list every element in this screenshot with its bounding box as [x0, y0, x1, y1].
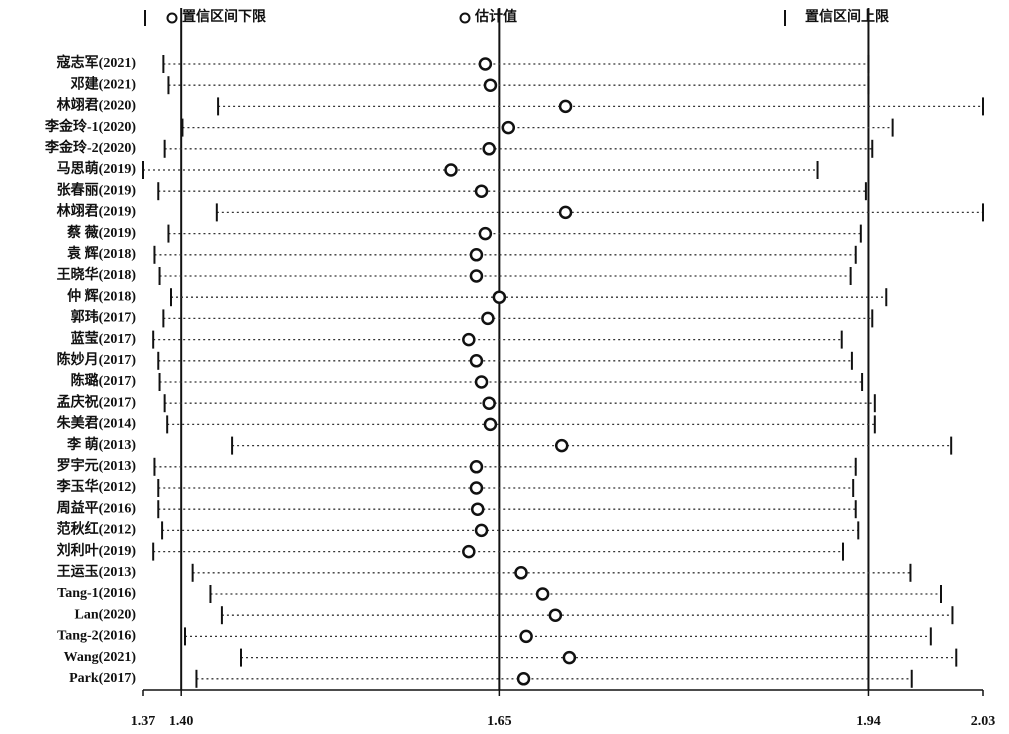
- x-tick-label: 1.40: [169, 714, 194, 729]
- estimate: [469, 269, 484, 283]
- estimate: [516, 672, 531, 686]
- y-tick-label: Wang(2021): [64, 650, 137, 665]
- estimate: [535, 587, 550, 601]
- estimate: [492, 290, 507, 304]
- estimate: [514, 566, 528, 580]
- estimate: [469, 248, 484, 262]
- estimate: [483, 417, 498, 432]
- legend-symbol: [166, 12, 178, 24]
- y-tick-label: 林翊君(2020): [57, 97, 137, 114]
- y-tick-label: 蔡 薇(2019): [66, 224, 136, 241]
- y-tick-label: 李金玲-2(2020): [44, 139, 136, 156]
- estimate: [470, 502, 485, 516]
- y-tick-label: Park(2017): [69, 671, 136, 686]
- estimate: [481, 311, 495, 326]
- estimate: [474, 375, 489, 389]
- y-tick-label: 仲 辉(2018): [67, 287, 136, 304]
- estimate: [478, 226, 493, 241]
- y-tick-label: 李金玲-1(2020): [44, 118, 136, 135]
- y-tick-label: 周益平(2016): [57, 499, 137, 516]
- y-tick-label: 刘利叶(2019): [57, 542, 137, 559]
- estimate: [548, 608, 563, 622]
- legend-symbol: [459, 12, 471, 24]
- y-tick-label: 陈妙月(2017): [57, 351, 137, 368]
- estimate: [483, 78, 498, 92]
- estimate: [469, 481, 484, 495]
- y-tick-label: 王运玉(2013): [57, 564, 137, 580]
- estimate: [474, 523, 489, 538]
- estimate: [444, 163, 458, 177]
- legend-label: 置信区间下限: [182, 8, 266, 25]
- y-tick-label: 张春丽(2019): [57, 181, 137, 198]
- y-tick-label: Tang-1(2016): [57, 586, 136, 601]
- y-tick-label: 蓝莹(2017): [71, 330, 137, 347]
- estimate: [482, 142, 496, 156]
- estimate: [519, 629, 533, 644]
- y-tick-label: Lan(2020): [75, 607, 137, 622]
- y-tick-label: 陈璐(2017): [71, 372, 137, 389]
- estimate: [474, 184, 489, 198]
- x-tick-label: 1.37: [131, 714, 156, 729]
- y-tick-label: 朱美君(2014): [57, 415, 137, 432]
- estimate: [462, 332, 476, 347]
- estimate: [469, 460, 484, 474]
- y-tick-label: 邓建(2021): [70, 75, 137, 92]
- y-tick-label: 罗宇元(2013): [57, 457, 137, 474]
- estimate: [554, 438, 569, 453]
- y-tick-label: 李玉华(2012): [56, 478, 137, 495]
- estimate: [478, 57, 493, 71]
- estimate: [469, 354, 484, 368]
- legend-label: 置信区间上限: [805, 8, 889, 25]
- estimate: [558, 99, 573, 114]
- x-tick-label: 1.65: [487, 714, 512, 729]
- y-tick-label: 孟庆祝(2017): [57, 393, 137, 410]
- y-tick-label: 马思萌(2019): [57, 160, 137, 177]
- estimate: [562, 650, 577, 665]
- y-tick-label: 李 萌(2013): [66, 436, 136, 453]
- y-tick-label: 范秋红(2012): [57, 521, 137, 538]
- y-tick-label: 寇志军(2021): [57, 54, 137, 71]
- x-tick-label: 1.94: [856, 714, 881, 729]
- estimate: [462, 544, 476, 559]
- legend-label: 估计值: [474, 8, 517, 25]
- y-tick-label: 王晓华(2018): [57, 266, 137, 283]
- y-tick-label: 袁 辉(2018): [66, 245, 136, 262]
- estimate: [558, 205, 573, 220]
- x-tick-label: 2.03: [971, 714, 996, 729]
- y-tick-label: 林翊君(2019): [57, 203, 137, 220]
- estimate: [501, 120, 516, 135]
- y-tick-label: 郭玮(2017): [71, 309, 137, 326]
- estimate: [482, 396, 496, 410]
- y-tick-label: Tang-2(2016): [57, 629, 136, 644]
